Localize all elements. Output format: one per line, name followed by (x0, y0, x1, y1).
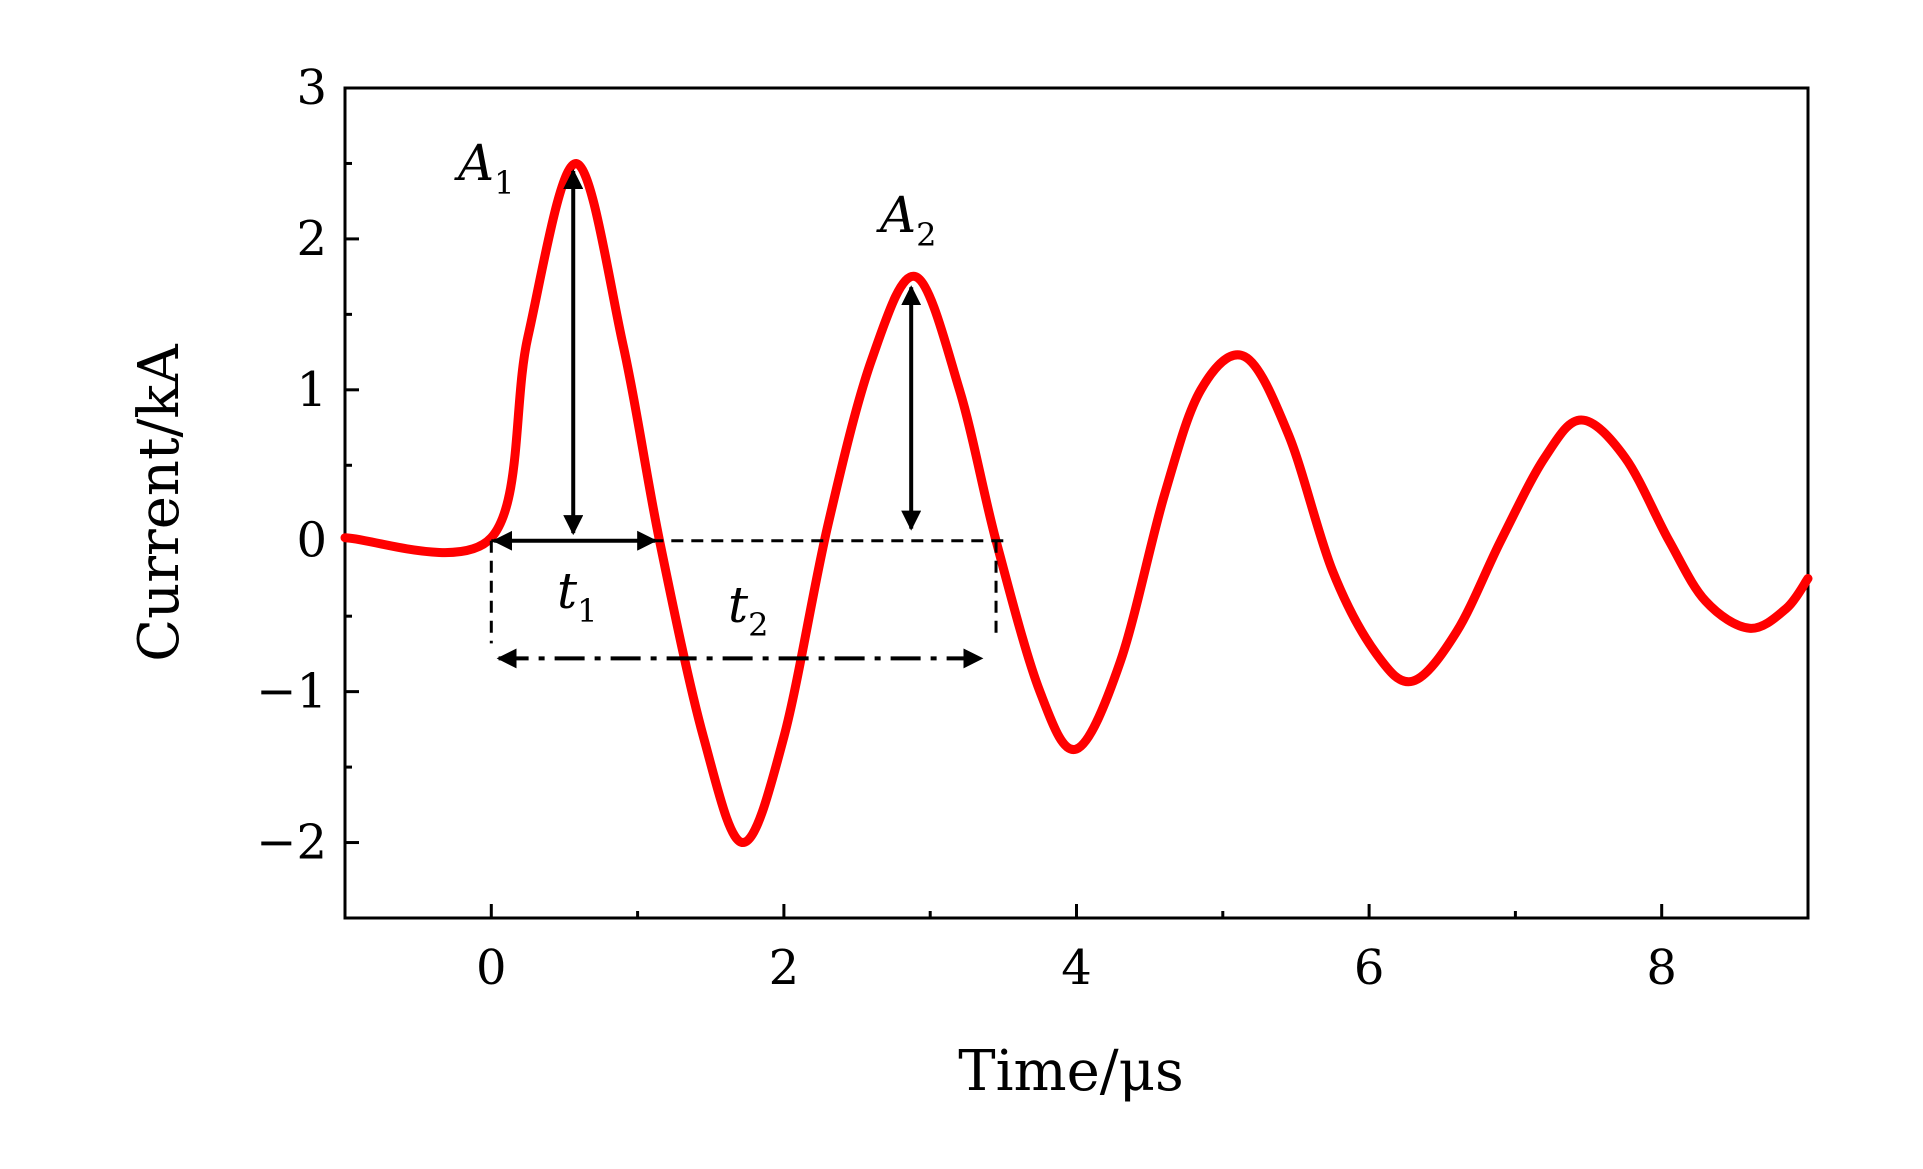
annotation-a2: A2 (876, 186, 936, 254)
x-axis-title: Time/μs (958, 1039, 1184, 1104)
y-tick-label-1: 1 (296, 362, 327, 418)
annotation-t2: t2 (728, 576, 768, 644)
y-tick-label--1: −1 (256, 664, 327, 720)
series-line (340, 158, 1813, 848)
y-tick-label--2: −2 (256, 815, 327, 871)
x-tick-label-0: 0 (476, 940, 507, 996)
annotation-lines (489, 169, 1004, 669)
x-tick-label-2: 2 (769, 940, 800, 996)
annotation-t1: t1 (557, 562, 597, 630)
y-tick-label-2: 2 (296, 211, 327, 267)
x-tick-label-8: 8 (1646, 940, 1677, 996)
plot-frame (343, 86, 1810, 920)
y-tick-label-3: 3 (296, 60, 327, 116)
tick-labels: 0 2 4 6 8 −2 −1 0 1 2 3 (256, 60, 1677, 996)
x-tick-label-6: 6 (1354, 940, 1385, 996)
y-tick-label-0: 0 (296, 513, 327, 569)
x-tick-label-4: 4 (1061, 940, 1092, 996)
y-axis-title: Current/kA (127, 344, 192, 662)
ticks (343, 86, 1810, 920)
annotation-a1: A1 (454, 134, 514, 202)
